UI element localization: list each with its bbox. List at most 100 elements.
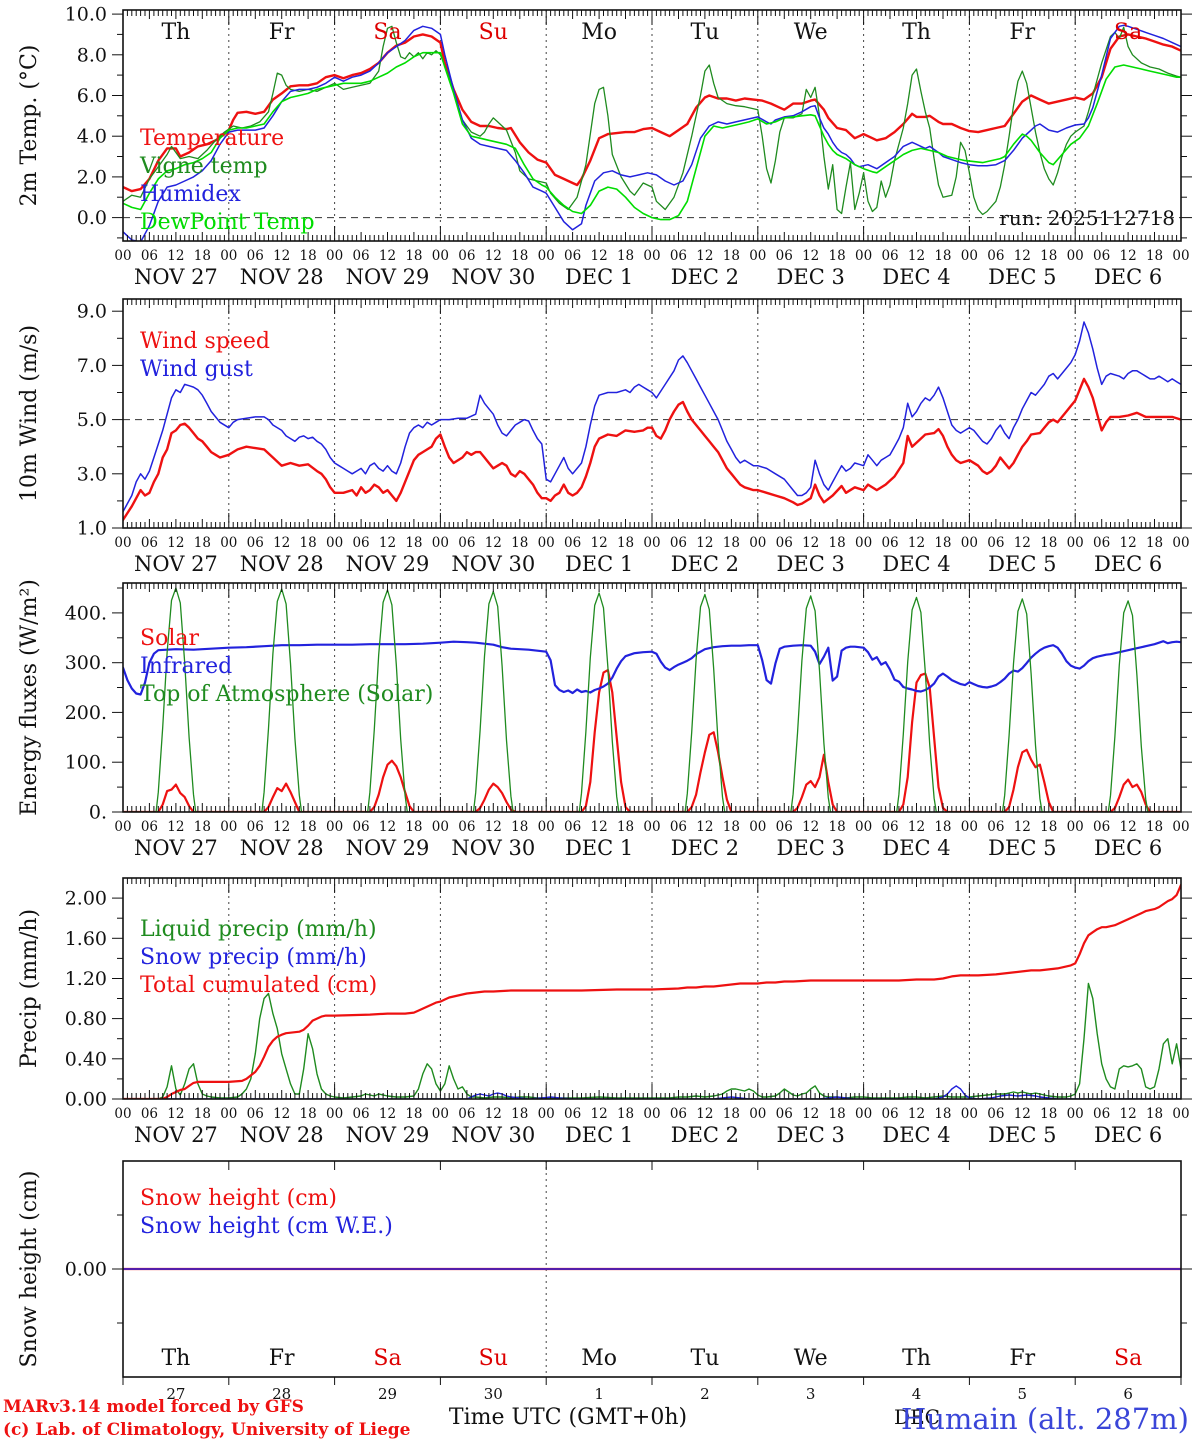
hour-label: 18 — [829, 535, 846, 551]
hour-label: 18 — [194, 819, 211, 835]
hour-label: 06 — [352, 1106, 369, 1122]
hour-label: 12 — [167, 535, 184, 551]
tick-marks — [112, 299, 1192, 529]
hour-label: 00 — [432, 535, 449, 551]
hour-label: 06 — [987, 248, 1004, 264]
day-name-label: Sa — [373, 1346, 401, 1371]
hour-label: 00 — [643, 1106, 660, 1122]
date-label: NOV 29 — [346, 552, 430, 576]
run-label: run: 2025112718 — [999, 206, 1175, 230]
energy-chart: 0. 100. 200. 300. 400. Energy fluxes (W/m²) So… — [17, 579, 1192, 860]
temperature-series — [123, 24, 1181, 241]
hour-label: 18 — [511, 1106, 528, 1122]
hour-label: 00 — [1172, 535, 1189, 551]
hour-label: 18 — [405, 248, 422, 264]
hour-label: 12 — [273, 248, 290, 264]
date-label: DEC 3 — [777, 552, 845, 576]
hour-label: 12 — [273, 535, 290, 551]
day-number-label: 1 — [594, 1385, 604, 1403]
hour-label: 06 — [564, 248, 581, 264]
hour-label: 18 — [194, 1106, 211, 1122]
hour-label: 12 — [591, 248, 608, 264]
hour-label: 18 — [1040, 535, 1057, 551]
hour-label: 18 — [934, 819, 951, 835]
hour-label: 06 — [670, 1106, 687, 1122]
hour-label: 00 — [961, 248, 978, 264]
hour-label: 00 — [114, 819, 131, 835]
date-label: DEC 6 — [1094, 265, 1162, 289]
hour-label: 18 — [511, 819, 528, 835]
wind-series — [123, 321, 1181, 522]
hour-label: 06 — [987, 535, 1004, 551]
hour-label: 12 — [1120, 248, 1137, 264]
hour-label: 18 — [829, 1106, 846, 1122]
snow_height-chart: 0.00 Snow height (cm) Snow height (cm) Snow… — [17, 1160, 1192, 1403]
y-tick-label: 0.80 — [65, 1008, 107, 1030]
date-label: DEC 5 — [988, 265, 1056, 289]
hour-label: 12 — [485, 1106, 502, 1122]
hour-label: 18 — [617, 248, 634, 264]
hour-label: 18 — [829, 819, 846, 835]
hour-label: 18 — [405, 535, 422, 551]
hour-label: 18 — [1040, 248, 1057, 264]
hour-label: 06 — [352, 248, 369, 264]
hour-label: 12 — [273, 819, 290, 835]
hour-label: 12 — [591, 1106, 608, 1122]
legend-energy-0: Solar — [140, 626, 199, 651]
series-temperature — [123, 33, 1181, 193]
hour-label: 00 — [220, 248, 237, 264]
hour-label: 00 — [538, 248, 555, 264]
hour-label: 00 — [114, 1106, 131, 1122]
footer: MARv3.14 model forced by GFS (c) Lab. of … — [3, 1397, 1189, 1440]
hour-label: 18 — [723, 248, 740, 264]
date-label: DEC 2 — [671, 1123, 739, 1147]
hour-label: 18 — [723, 535, 740, 551]
legend-snow_height-0: Snow height (cm) — [140, 1186, 337, 1211]
hour-label: 00 — [961, 535, 978, 551]
hour-label: 12 — [908, 819, 925, 835]
hour-label: 12 — [908, 1106, 925, 1122]
legend-snow_height-1: Snow height (cm W.E.) — [140, 1214, 393, 1239]
y-tick-label: 2.00 — [65, 888, 107, 910]
hour-label: 00 — [749, 819, 766, 835]
hour-label: 00 — [538, 1106, 555, 1122]
y-axis-title: 10m Wind (m/s) — [17, 325, 42, 502]
hour-label: 12 — [696, 819, 713, 835]
hour-label: 00 — [1067, 1106, 1084, 1122]
tick-marks — [112, 10, 1192, 241]
hour-label: 18 — [934, 248, 951, 264]
y-tick-label: 3.0 — [77, 463, 107, 485]
hour-label: 12 — [485, 819, 502, 835]
hour-label: 18 — [1146, 248, 1163, 264]
hour-label: 06 — [670, 819, 687, 835]
series-humidex — [123, 24, 1181, 241]
y-tick-label: 1.60 — [65, 928, 107, 950]
hour-label: 00 — [643, 819, 660, 835]
tick-marks — [112, 583, 1192, 813]
hour-label: 18 — [1146, 1106, 1163, 1122]
hour-label: 00 — [749, 535, 766, 551]
date-label: DEC 4 — [882, 1123, 950, 1147]
hour-label: 00 — [220, 535, 237, 551]
date-label: NOV 28 — [240, 265, 324, 289]
hour-label: 00 — [538, 819, 555, 835]
hour-label: 00 — [432, 819, 449, 835]
series-infrared — [123, 640, 1181, 696]
series-wind-speed — [123, 377, 1181, 522]
hour-label: 12 — [273, 1106, 290, 1122]
date-label: DEC 5 — [988, 836, 1056, 860]
date-label: DEC 2 — [671, 552, 739, 576]
date-label: DEC 1 — [565, 1123, 633, 1147]
hour-label: 12 — [1014, 248, 1031, 264]
hour-label: 18 — [511, 248, 528, 264]
hour-label: 06 — [987, 1106, 1004, 1122]
y-tick-label: 1.0 — [77, 518, 107, 540]
hour-label: 12 — [1014, 1106, 1031, 1122]
hour-label: 00 — [855, 819, 872, 835]
hour-label: 06 — [352, 535, 369, 551]
day-name-label: Su — [479, 1346, 508, 1371]
hour-label: 06 — [1093, 819, 1110, 835]
hour-label: 18 — [934, 1106, 951, 1122]
hour-label: 00 — [432, 1106, 449, 1122]
hour-label: 18 — [1146, 535, 1163, 551]
